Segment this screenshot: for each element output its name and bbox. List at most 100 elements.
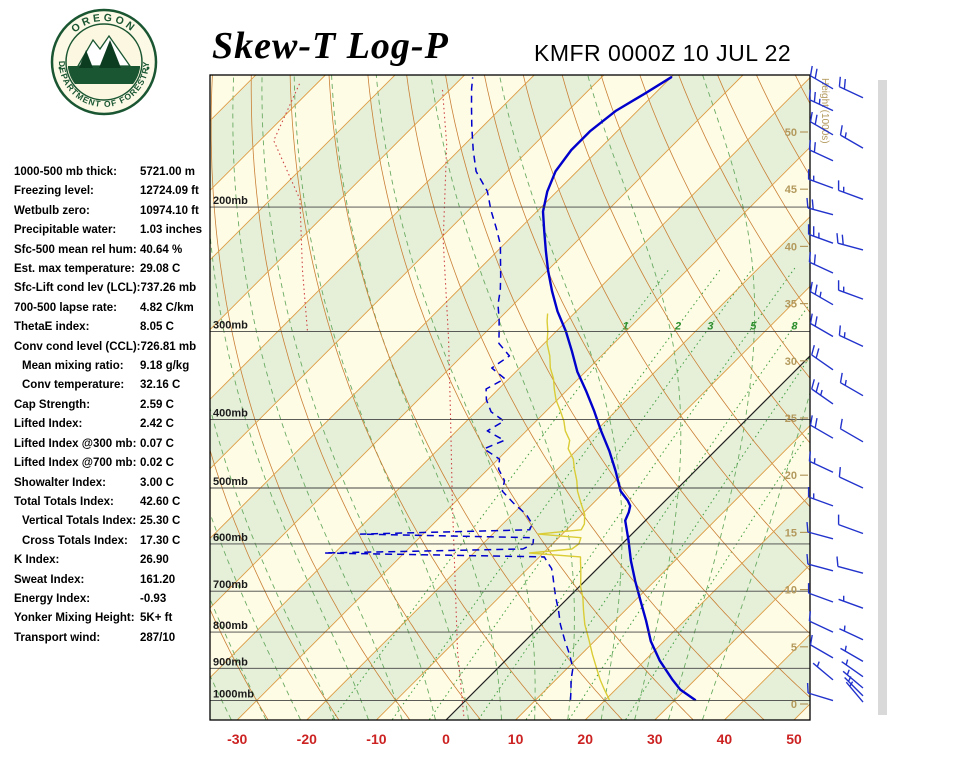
wind-barb xyxy=(807,224,834,244)
index-row: Sfc-Lift cond lev (LCL): 737.26 mb xyxy=(14,279,219,298)
index-value: 161.20 xyxy=(140,573,176,586)
height-tick-label: 45 xyxy=(785,184,797,196)
index-row: Freezing level: 12724.09 ft xyxy=(14,182,219,201)
wind-barb xyxy=(809,65,834,90)
index-value: 17.30 C xyxy=(140,534,181,547)
index-value: 32.16 C xyxy=(140,379,181,392)
index-label: Transport wind: xyxy=(14,631,101,644)
wetbulb-trace xyxy=(528,313,611,701)
wind-barb xyxy=(808,451,834,473)
logo-dot xyxy=(58,66,62,70)
station-datetime-label: KMFR 0000Z 10 JUL 22 xyxy=(534,40,792,66)
wind-barb xyxy=(839,372,864,397)
height-tick-label: 15 xyxy=(785,527,797,539)
temp-axis-label: 40 xyxy=(717,731,733,747)
index-value: 10974.10 ft xyxy=(140,204,199,217)
mixing-ratio-label: 3 xyxy=(707,320,713,332)
wind-barb xyxy=(807,583,834,603)
wind-barb xyxy=(806,522,834,540)
index-label: Conv temperature: xyxy=(22,379,125,392)
wind-barb xyxy=(844,676,864,697)
temp-axis-label: 0 xyxy=(442,731,450,747)
index-label: Yonker Mixing Height: xyxy=(14,612,135,625)
index-row: Est. max temperature: 29.08 C xyxy=(14,260,219,279)
index-value: 4.82 C/km xyxy=(140,301,194,314)
dewpoint-trace xyxy=(323,77,574,700)
temp-axis-label: -20 xyxy=(297,731,317,747)
wind-barb xyxy=(838,76,864,99)
height-axis-label: Height (1000s) xyxy=(819,78,830,144)
index-row: Cap Strength: 2.59 C xyxy=(14,396,219,415)
index-label: Energy Index: xyxy=(14,592,91,605)
wind-barb xyxy=(806,554,834,572)
wind-barb xyxy=(838,325,864,348)
pressure-label: 200mb xyxy=(213,195,248,207)
index-value: 5K+ ft xyxy=(140,612,173,625)
mixing-ratio-label: 5 xyxy=(750,320,757,332)
wind-barb xyxy=(842,669,864,689)
wind-barb xyxy=(839,418,864,443)
index-value: 3.00 C xyxy=(140,476,174,489)
index-label: Vertical Totals Index: xyxy=(22,515,137,528)
temp-axis-label: 10 xyxy=(508,731,524,747)
height-tick-label: 50 xyxy=(785,127,797,139)
index-row: Lifted Index @700 mb: 0.02 C xyxy=(14,454,219,473)
index-value: 5721.00 m xyxy=(140,166,195,178)
index-row: Precipitable water: 1.03 inches xyxy=(14,221,219,240)
odf-logo: OREGON DEPARTMENT OF FORESTRY xyxy=(50,8,158,116)
wind-barb xyxy=(836,233,864,251)
wind-barb xyxy=(838,595,864,609)
pressure-label: 600mb xyxy=(213,532,248,544)
index-row: Energy Index: -0.93 xyxy=(14,590,219,609)
wind-barb xyxy=(809,313,834,338)
index-row: Showalter Index: 3.00 C xyxy=(14,474,219,493)
aux-reference-lines xyxy=(273,81,465,717)
index-value: 726.81 mb xyxy=(140,340,197,353)
index-label: Sweat Index: xyxy=(14,573,85,586)
index-value: 9.18 g/kg xyxy=(140,360,190,373)
index-row: Mean mixing ratio: 9.18 g/kg xyxy=(14,357,219,376)
mixing-ratio-lines: 1 2 3 5 8 xyxy=(331,267,810,720)
height-tick-label: 25 xyxy=(785,413,797,425)
chart-frame xyxy=(209,74,811,721)
index-row: Total Totals Index: 42.60 C xyxy=(14,493,219,512)
index-row: K Index: 26.90 xyxy=(14,551,219,570)
index-label: Lifted Index @700 mb: xyxy=(14,457,137,470)
index-row: Lifted Index: 2.42 C xyxy=(14,415,219,434)
temperature-trace xyxy=(541,76,697,702)
temp-axis-label: -30 xyxy=(227,731,247,747)
wind-barb xyxy=(809,634,834,659)
index-row: Transport wind: 287/10 xyxy=(14,629,219,648)
height-tick-label: 40 xyxy=(785,241,797,253)
wind-barb xyxy=(837,514,864,535)
mixing-ratio-label: 2 xyxy=(674,320,681,332)
wind-barb xyxy=(812,661,834,681)
wind-barb xyxy=(809,111,834,136)
index-label: 1000-500 mb thick: xyxy=(14,166,117,178)
index-label: 700-500 lapse rate: xyxy=(14,301,117,314)
index-label: Showalter Index: xyxy=(14,476,107,489)
index-row: Sfc-500 mean rel hum: 40.64 % xyxy=(14,241,219,260)
index-row: 1000-500 mb thick: 5721.00 m xyxy=(14,163,219,182)
index-label: Conv cond level (CCL): xyxy=(14,340,141,353)
wind-barb xyxy=(839,125,864,149)
index-row: 700-500 lapse rate: 4.82 C/km xyxy=(14,299,219,318)
mixing-ratio-label: 1 xyxy=(623,320,629,332)
pressure-label: 900mb xyxy=(213,656,248,668)
wind-barb xyxy=(811,379,834,405)
index-value: 26.90 xyxy=(140,554,169,567)
index-value: 0.07 C xyxy=(140,437,174,450)
height-tick-label: 20 xyxy=(785,470,797,482)
mixing-ratio-label: 8 xyxy=(791,320,798,332)
index-value: 42.60 C xyxy=(140,495,181,508)
dry-adiabats xyxy=(210,75,810,720)
index-value: -0.93 xyxy=(140,592,167,605)
index-row: Lifted Index @300 mb: 0.07 C xyxy=(14,435,219,454)
index-label: Freezing level: xyxy=(14,185,94,198)
temperature-bands xyxy=(210,75,810,720)
index-label: Cap Strength: xyxy=(14,398,91,411)
temp-axis-label: 30 xyxy=(647,731,663,747)
index-label: Cross Totals Index: xyxy=(22,534,128,547)
index-value: 737.26 mb xyxy=(140,282,197,295)
